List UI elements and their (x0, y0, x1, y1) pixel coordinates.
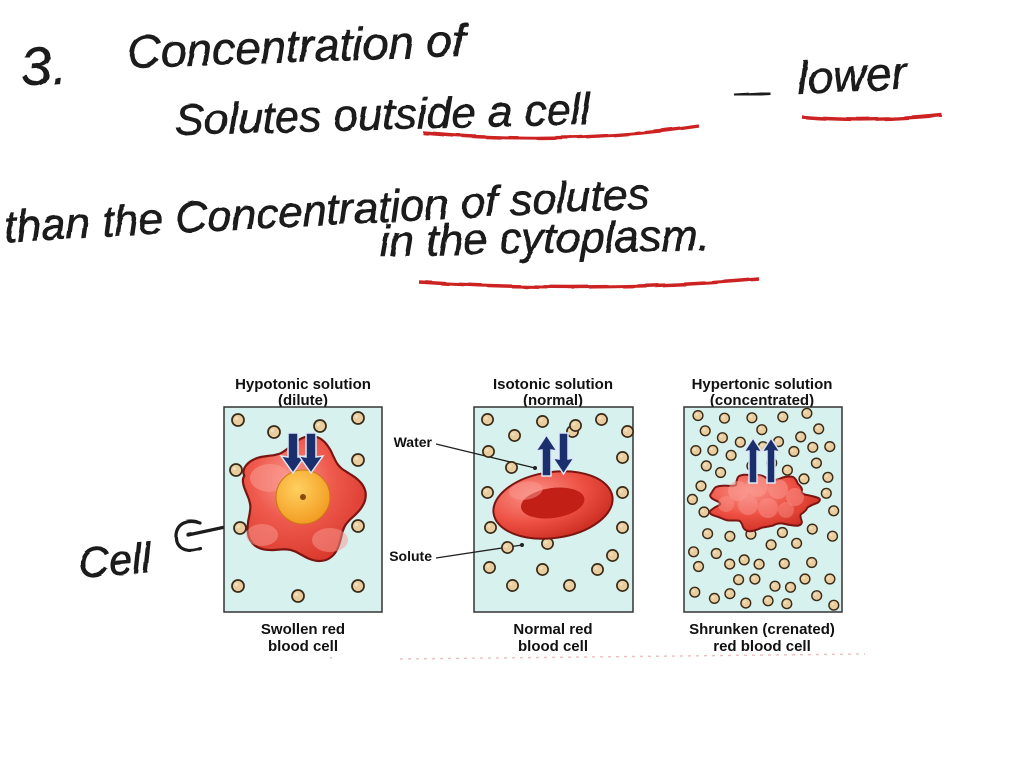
svg-text:Hypertonic solution: Hypertonic solution (692, 376, 833, 393)
svg-text:Normal red: Normal red (513, 621, 592, 638)
svg-text:Cell: Cell (77, 534, 155, 587)
svg-text:Swollen red: Swollen red (261, 621, 345, 638)
svg-text:blood cell: blood cell (518, 638, 588, 655)
svg-text:Solute: Solute (389, 548, 432, 564)
svg-text:Hypotonic solution: Hypotonic solution (235, 376, 371, 393)
svg-text:red blood cell: red blood cell (713, 638, 811, 655)
svg-text:Shrunken (crenated): Shrunken (crenated) (689, 621, 835, 638)
svg-text:blood cell: blood cell (268, 638, 338, 655)
svg-text:3.: 3. (19, 35, 68, 98)
svg-text:Isotonic solution: Isotonic solution (493, 376, 613, 393)
svg-text:lower: lower (796, 46, 910, 104)
svg-text:in the cytoplasm.: in the cytoplasm. (379, 211, 710, 266)
svg-text:Water: Water (394, 434, 433, 450)
